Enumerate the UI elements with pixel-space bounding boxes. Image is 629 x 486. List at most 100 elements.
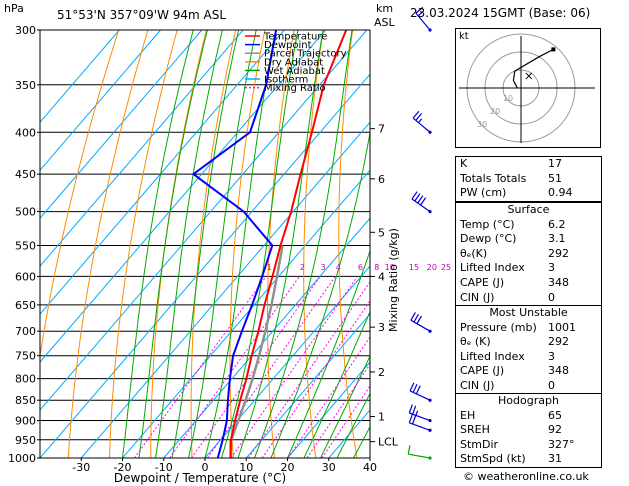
hodograph-stat-key: StmSpd (kt) (460, 452, 526, 466)
legend-entry: Dry Adiabat (264, 57, 323, 68)
wind-barb (407, 445, 431, 459)
wet-adiabat (270, 129, 370, 458)
wet-adiabat (320, 355, 370, 458)
wind-barb-base (428, 209, 432, 214)
axes: 3003504004505005506006507007508008509009… (8, 24, 451, 474)
isotherm (287, 361, 370, 458)
mixing-ratio-line (191, 276, 321, 458)
index-row: PW (cm) 0.94 (456, 186, 601, 201)
height-tick-label: 1 (378, 411, 385, 424)
temperature-tick-label: 40 (363, 461, 377, 474)
mixing-ratio-label: 3 (321, 263, 326, 272)
wet-adiabat (221, 30, 299, 458)
temperature-tick-label: 0 (202, 461, 209, 474)
most-unstable-value: 292 (548, 335, 569, 349)
wind-barb-base (428, 398, 432, 402)
location-title: 51°53'N 357°09'W 94m ASL (57, 8, 226, 22)
surface-key: Dewp (°C) (460, 232, 517, 246)
wet-adiabat (237, 30, 324, 458)
wind-barb (409, 382, 431, 401)
pressure-tick-label: 600 (15, 270, 36, 283)
hodograph-stat-value: 92 (548, 423, 562, 437)
dry-adiabat (406, 30, 440, 458)
most-unstable-row: Lifted Index 3 (456, 350, 601, 365)
legend-entry: Wet Adiabat (264, 66, 325, 77)
height-tick-label: 4 (378, 270, 385, 283)
isotherm (40, 30, 285, 315)
most-unstable-row: CIN (J) 0 (456, 379, 601, 394)
mixing-ratio-label: 8 (374, 263, 379, 272)
surface-row: Lifted Index 3 (456, 261, 601, 276)
temperature-tick-label: -30 (72, 461, 90, 474)
pressure-tick-label: 800 (15, 373, 36, 386)
legend-entry: Parcel Trajectory (264, 49, 347, 60)
skewt-diagram: hPa 51°53'N 357°09'W 94m ASL km ASL 3003… (4, 2, 456, 485)
hodograph-stat-row: StmSpd (kt) 31 (456, 452, 601, 467)
dry-adiabat (109, 30, 178, 458)
mixing-ratio-line (261, 300, 370, 458)
dewpoint-line (191, 30, 278, 458)
wind-barb-base (428, 456, 432, 460)
mixing-ratio-axis-label: Mixing Ratio (g/kg) (387, 228, 400, 332)
dry-adiabat (40, 30, 120, 360)
surface-row: Dewp (°C) 3.1 (456, 232, 601, 247)
most-unstable-title: Most Unstable (489, 306, 568, 319)
pressure-tick-label: 350 (15, 79, 36, 92)
wet-adiabat (171, 30, 240, 458)
legend-entry: Isotherm (264, 75, 308, 86)
mixing-ratio-line (247, 281, 370, 458)
mixing-ratio-line (287, 336, 370, 458)
isotherm (40, 30, 368, 411)
index-key: PW (cm) (460, 186, 507, 200)
wet-adiabat (336, 392, 370, 458)
wet-adiabat (254, 30, 353, 458)
most-unstable-row: CAPE (J) 348 (456, 364, 601, 379)
height-tick-label: LCL (378, 436, 399, 449)
hodograph-stat-row: SREH 92 (456, 423, 601, 438)
hodograph-table-title: Hodograph (498, 394, 559, 407)
legend-entry: Temperature (263, 32, 327, 43)
most-unstable-key: CIN (J) (460, 378, 495, 392)
wind-barb-base (428, 418, 432, 423)
wind-barb (408, 404, 431, 422)
background-grid (40, 30, 456, 458)
most-unstable-row: Pressure (mb) 1001 (456, 321, 601, 336)
surface-row: Temp (°C) 6.2 (456, 218, 601, 233)
isotherm (40, 30, 326, 363)
wet-adiabat (287, 249, 370, 458)
mixing-ratio-label: 6 (358, 263, 363, 272)
height-tick-label: 7 (378, 123, 385, 136)
most-unstable-key: Lifted Index (460, 349, 525, 363)
isotherm (40, 30, 203, 219)
wind-barb (410, 312, 431, 332)
mixing-ratio-line (306, 363, 370, 458)
x-axis-label: Dewpoint / Temperature (°C) (114, 471, 286, 485)
dry-adiabat (438, 30, 456, 458)
wet-adiabat (188, 30, 257, 458)
hodograph-ring-label: 30 (477, 120, 487, 129)
hodograph-stat-value: 31 (548, 452, 562, 466)
pressure-tick-label: 650 (15, 299, 36, 312)
temperature-tick-label: 20 (281, 461, 295, 474)
mixing-ratio-line (169, 276, 300, 458)
hodograph-stat-key: StmDir (460, 437, 499, 451)
height-tick-label: 3 (378, 321, 385, 334)
hpa-label: hPa (4, 2, 24, 15)
isotherm (40, 30, 120, 124)
km-label: km (376, 2, 393, 15)
temperature-tick-label: -10 (155, 461, 173, 474)
isotherm (163, 217, 370, 458)
hodograph-stat-key: EH (460, 408, 476, 422)
most-unstable-row: θₑ (K) 292 (456, 335, 601, 350)
surface-key: CIN (J) (460, 290, 495, 304)
pressure-tick-label: 550 (15, 239, 36, 252)
pressure-tick-label: 900 (15, 415, 36, 428)
pressure-tick-label: 750 (15, 350, 36, 363)
hodograph-ring-label: 20 (490, 107, 500, 116)
most-unstable-key: θₑ (K) (460, 335, 491, 349)
pressure-tick-label: 850 (15, 394, 36, 407)
pressure-tick-label: 400 (15, 126, 36, 139)
wet-adiabat (204, 30, 277, 458)
most-unstable-panel: Most Unstable Pressure (mb) 1001 θₑ (K) 292… (455, 305, 602, 395)
